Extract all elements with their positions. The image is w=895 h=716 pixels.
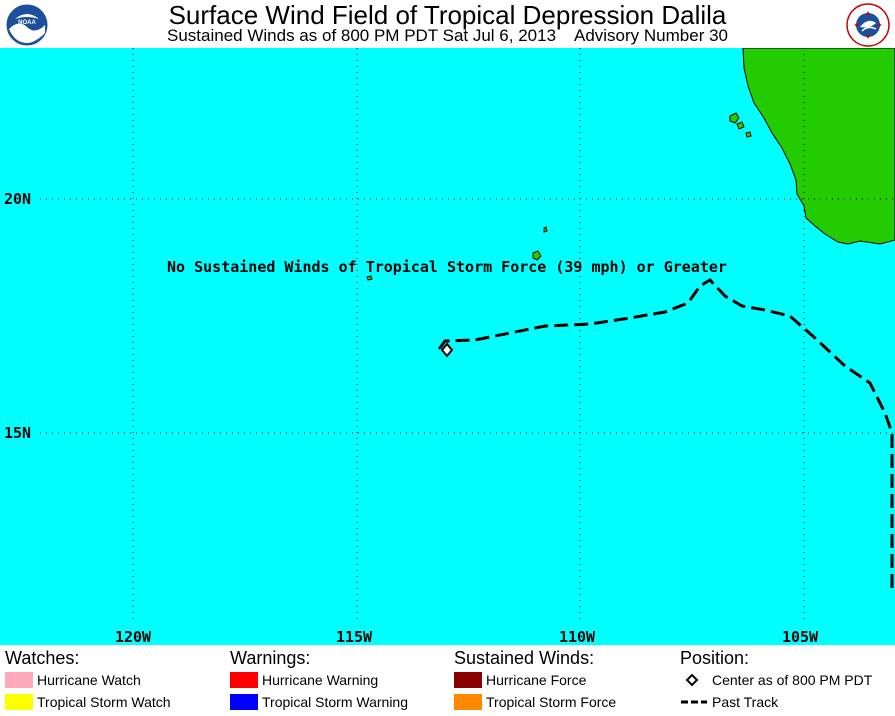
ts-force-swatch [454,694,482,710]
ts-watch-swatch [5,694,33,710]
no-ts-winds-annotation: No Sustained Winds of Tropical Storm For… [167,258,727,276]
lat-label-15n: 15N [4,424,31,442]
legend-label: Tropical Storm Warning [262,694,409,710]
legend-position: Position: Center as of 800 PM PDT Past T… [680,648,872,710]
diamond-icon [685,673,699,687]
ts-warning-swatch [230,694,258,710]
legend: Watches: Hurricane Watch Tropical Storm … [0,648,895,716]
hurricane-warning-swatch [230,672,258,688]
legend-item-ts-warning: Tropical Storm Warning [230,692,408,712]
noaa-logo: NOAA [5,3,49,47]
page-title: Surface Wind Field of Tropical Depressio… [168,0,727,30]
svg-text:NOAA: NOAA [18,20,36,26]
legend-item-center: Center as of 800 PM PDT [680,670,872,690]
dashed-line-icon [681,700,707,704]
mainland-coast [742,48,895,245]
lat-label-20n: 20N [4,190,31,208]
lon-label-120w: 120W [115,628,152,645]
legend-label: Center as of 800 PM PDT [712,672,873,688]
legend-watches: Watches: Hurricane Watch Tropical Storm … [5,648,171,710]
past-track-line [438,278,894,588]
page-subtitle: Sustained Winds as of 800 PM PDT Sat Jul… [167,26,728,45]
legend-winds-heading: Sustained Winds: [454,648,595,668]
island-5 [532,250,542,261]
nws-logo [846,3,890,47]
legend-warnings: Warnings: Hurricane Warning Tropical Sto… [230,648,408,710]
legend-label: Tropical Storm Watch [37,694,171,710]
legend-item-hurricane-force: Hurricane Force [454,670,586,690]
legend-label: Hurricane Watch [37,672,141,688]
legend-winds: Sustained Winds: Hurricane Force Tropica… [454,648,616,710]
hurricane-watch-swatch [5,672,33,688]
legend-item-past-track: Past Track [680,692,778,712]
lon-label-105w: 105W [782,628,819,645]
legend-watches-heading: Watches: [5,648,80,668]
island-3 [745,131,752,138]
island-1 [729,112,740,124]
legend-label: Past Track [712,694,779,710]
hurricane-force-swatch [454,672,482,688]
lon-label-110w: 110W [559,628,596,645]
legend-warnings-heading: Warnings: [230,648,311,668]
island-4 [543,226,548,233]
legend-item-hurricane-warning: Hurricane Warning [230,670,378,690]
island-6 [366,275,373,281]
legend-label: Hurricane Warning [262,672,379,688]
legend-item-ts-force: Tropical Storm Force [454,692,616,712]
lon-label-115w: 115W [336,628,373,645]
legend-label: Tropical Storm Force [486,694,617,710]
island-2 [736,121,745,130]
wind-field-map: 20N 15N 120W 115W 110W 105W No Sustained… [0,48,895,645]
legend-item-ts-watch: Tropical Storm Watch [5,692,171,712]
legend-label: Hurricane Force [486,672,587,688]
storm-center-diamond [440,342,454,358]
legend-item-hurricane-watch: Hurricane Watch [5,670,141,690]
legend-position-heading: Position: [680,648,750,668]
